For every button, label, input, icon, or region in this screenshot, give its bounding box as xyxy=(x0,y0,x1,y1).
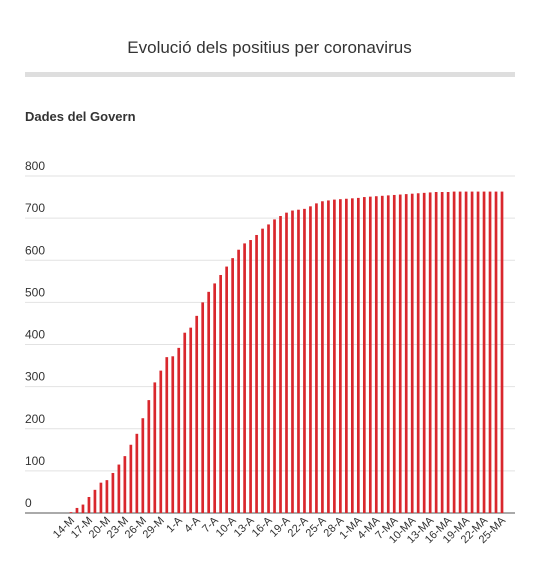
bar xyxy=(285,212,288,513)
bar xyxy=(321,201,324,513)
bar xyxy=(195,315,199,513)
chart-subtitle: Dades del Govern xyxy=(25,109,136,124)
bar xyxy=(213,283,217,513)
bar xyxy=(147,400,151,513)
bar xyxy=(123,456,127,513)
bar xyxy=(476,191,480,513)
bar xyxy=(458,191,462,513)
bar xyxy=(279,216,282,513)
bar xyxy=(267,224,270,513)
bar xyxy=(500,191,504,513)
bar xyxy=(351,198,354,513)
x-tick-label: 4-A xyxy=(182,514,203,535)
bar xyxy=(153,382,157,513)
bar xyxy=(494,191,498,513)
bar xyxy=(237,249,240,513)
y-tick-label: 700 xyxy=(25,201,45,215)
bar xyxy=(339,199,342,514)
bar xyxy=(207,291,211,513)
title-divider xyxy=(25,72,515,77)
y-tick-label: 100 xyxy=(25,454,45,468)
bar xyxy=(111,472,115,513)
bar xyxy=(177,347,181,513)
bar xyxy=(482,191,486,513)
bar xyxy=(291,210,294,514)
bar xyxy=(87,496,91,513)
bar xyxy=(141,418,145,513)
bar xyxy=(231,258,234,513)
bar xyxy=(428,192,432,513)
x-axis: 14-M17-M20-M23-M26-M29-M1-A4-A7-A10-A13-… xyxy=(51,514,509,546)
bar xyxy=(183,332,187,513)
bar xyxy=(273,219,276,513)
bar xyxy=(374,196,378,513)
bar xyxy=(249,240,252,513)
y-axis: 0 100 200 300 400 500 600 700 800 xyxy=(25,159,45,510)
y-tick-label: 300 xyxy=(25,370,45,384)
y-tick-label: 400 xyxy=(25,328,45,342)
y-tick-label: 200 xyxy=(25,412,45,426)
bar xyxy=(368,196,372,513)
bar xyxy=(189,327,193,513)
bar xyxy=(243,243,246,513)
bar xyxy=(105,480,109,513)
y-tick-label: 600 xyxy=(25,243,45,257)
bar xyxy=(225,266,228,513)
bar xyxy=(201,302,205,514)
bar xyxy=(309,206,312,513)
y-tick-label: 800 xyxy=(25,159,45,173)
bar xyxy=(255,234,258,514)
bar xyxy=(392,194,396,513)
bar xyxy=(93,489,97,513)
bar xyxy=(261,228,264,513)
bar xyxy=(345,198,348,513)
bar xyxy=(165,357,169,513)
bar xyxy=(434,192,438,513)
bar xyxy=(315,203,318,513)
bar xyxy=(135,433,139,513)
bar xyxy=(81,504,85,513)
bar xyxy=(333,199,336,513)
chart-title: Evolució dels positius per coronavirus xyxy=(127,38,412,57)
bar xyxy=(75,507,79,513)
bar xyxy=(446,192,450,513)
bar xyxy=(410,193,414,513)
bar xyxy=(416,193,420,513)
bar xyxy=(99,482,103,513)
bar xyxy=(171,356,175,513)
bar xyxy=(219,274,222,513)
bar xyxy=(362,197,366,513)
grid-lines xyxy=(25,175,515,514)
bar xyxy=(386,195,390,513)
bar xyxy=(159,370,163,513)
bar xyxy=(297,209,300,513)
bar xyxy=(398,194,402,514)
bar xyxy=(404,194,408,514)
bars xyxy=(69,191,504,514)
bar xyxy=(464,191,468,513)
bar xyxy=(470,191,474,513)
y-tick-label: 500 xyxy=(25,285,45,299)
bar xyxy=(356,197,360,513)
bar xyxy=(440,192,444,513)
bar xyxy=(422,192,426,513)
bar xyxy=(117,464,121,513)
bar xyxy=(452,191,456,513)
x-tick-label: 1-A xyxy=(164,514,185,535)
bar xyxy=(129,444,133,513)
bar xyxy=(327,200,330,513)
bar xyxy=(303,208,306,514)
bar xyxy=(380,195,384,514)
bar xyxy=(488,191,492,513)
y-tick-label: 0 xyxy=(25,496,32,510)
x-tick-label: 29-M xyxy=(141,515,167,541)
bar xyxy=(69,512,73,513)
